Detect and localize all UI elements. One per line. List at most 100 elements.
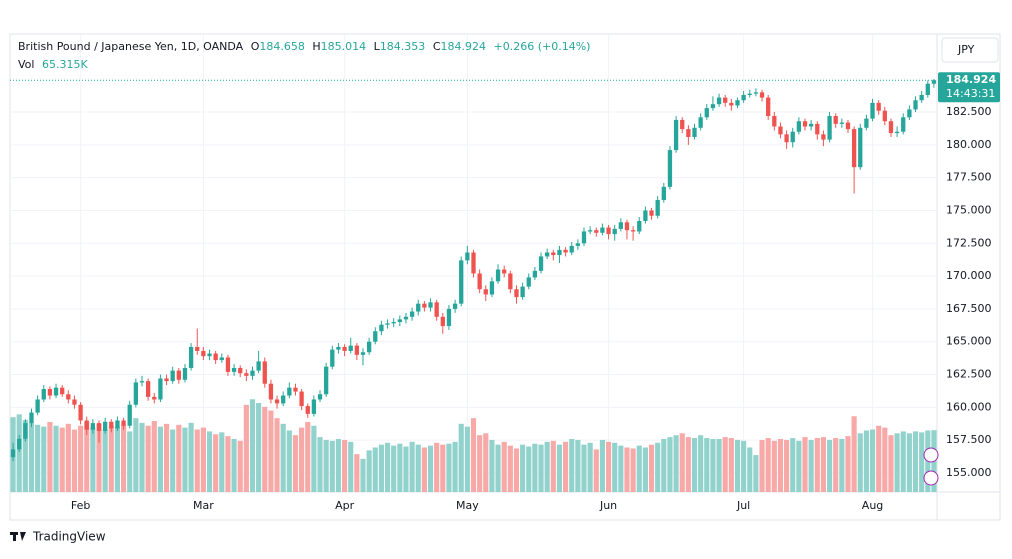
candle-body: [575, 243, 581, 246]
ohlc-label: H: [312, 40, 320, 53]
volume-bar: [452, 441, 458, 492]
volume-bar: [470, 418, 477, 492]
candle-body: [201, 350, 206, 357]
volume-bar: [237, 440, 243, 492]
candle-body: [894, 131, 900, 134]
candle-body: [360, 352, 366, 355]
candle-body: [231, 367, 237, 372]
candle-body: [409, 311, 415, 317]
candle-body: [514, 289, 519, 298]
candle-body: [587, 230, 593, 232]
candle-body: [520, 286, 525, 298]
candle-body: [888, 121, 894, 134]
volume-bar: [225, 436, 231, 492]
candle-body: [833, 115, 838, 124]
candle-body: [600, 227, 605, 233]
candle-body: [680, 119, 685, 130]
candle-body: [158, 378, 163, 400]
volume-bar: [734, 439, 741, 492]
volume-bar: [710, 438, 716, 492]
ohlc-value: 184.353: [380, 40, 426, 53]
volume-bar: [163, 423, 170, 492]
volume-bar: [403, 446, 409, 492]
volume-bar: [47, 421, 53, 492]
candle-body: [704, 108, 709, 118]
volume-bar: [777, 438, 784, 492]
volume-bar: [526, 446, 532, 492]
candle-body: [477, 273, 482, 290]
volume-bar: [366, 450, 372, 492]
volume-bar: [605, 441, 612, 492]
brand: TradingView: [32, 530, 106, 544]
volume-bar: [618, 445, 624, 492]
candle-body: [274, 399, 280, 404]
candle-body: [661, 186, 666, 200]
candle-body: [23, 423, 28, 439]
candle-body: [532, 270, 538, 278]
candle-body: [66, 394, 71, 400]
volume-bar: [630, 448, 636, 492]
event-icon[interactable]: [923, 470, 939, 486]
volume-bar: [102, 429, 108, 492]
candle-body: [182, 367, 188, 380]
candle-body: [624, 222, 630, 231]
volume-bar: [673, 435, 679, 492]
currency[interactable]: JPY: [957, 43, 975, 56]
candle-body: [434, 302, 439, 317]
volume-bar: [427, 445, 434, 492]
candle-body: [508, 273, 513, 290]
candle-body: [72, 399, 77, 405]
candle-body: [281, 395, 286, 404]
volume-bar: [771, 440, 777, 492]
x-tick-label: Jun: [599, 499, 617, 512]
candle-body: [784, 134, 789, 143]
candle-body: [864, 118, 869, 128]
candle-body: [238, 367, 243, 374]
candle-body: [618, 222, 623, 229]
candle-body: [262, 361, 267, 384]
candle-body: [735, 100, 740, 106]
volume-bar: [857, 433, 863, 492]
candle-body: [594, 230, 599, 233]
axes: 155.000 157.500 160.000 162.500 165.000 167.5…: [10, 72, 1000, 512]
volume-bar: [661, 438, 667, 492]
y-tick-label: 177.500: [946, 171, 992, 184]
y-tick-label: 170.000: [946, 269, 992, 282]
volume-bar: [206, 431, 213, 492]
candle-body: [581, 231, 587, 244]
volume-bar: [391, 445, 397, 492]
candle-body: [495, 269, 501, 282]
volume-bar: [274, 418, 280, 492]
volume-bar: [372, 447, 378, 492]
volume-bar: [532, 443, 538, 492]
volume-bar: [489, 439, 495, 492]
y-tick-label: 182.500: [946, 105, 992, 118]
candle-body: [416, 303, 421, 312]
candle-body: [931, 80, 937, 84]
candle-body: [35, 399, 40, 413]
symbol-title: British Pound / Japanese Yen, 1D, OANDA: [18, 40, 244, 53]
candle-body: [569, 245, 574, 253]
candle-body: [299, 391, 304, 407]
candle-body: [84, 420, 89, 430]
volume-legend: Vol 65.315K: [18, 58, 88, 71]
candle-body: [317, 394, 323, 400]
candle-body: [293, 387, 298, 392]
candle-body: [612, 228, 617, 235]
volume-bar: [888, 435, 894, 492]
legend: British Pound / Japanese Yen, 1D, OANDA …: [18, 40, 590, 53]
candle-body: [385, 323, 390, 325]
volume-bar: [569, 438, 575, 492]
volume-bar: [679, 433, 685, 492]
currency-button[interactable]: [941, 37, 999, 63]
volume-bar: [170, 429, 176, 492]
candle-body: [164, 378, 169, 382]
candle-body: [403, 316, 409, 320]
event-icon[interactable]: [923, 447, 939, 463]
x-tick-label: May: [456, 499, 479, 512]
change: +0.266 (+0.14%): [494, 40, 591, 53]
volume-bar: [501, 441, 507, 492]
volume-bar: [906, 433, 912, 492]
volume-bar: [421, 447, 427, 492]
candle-body: [459, 260, 464, 304]
